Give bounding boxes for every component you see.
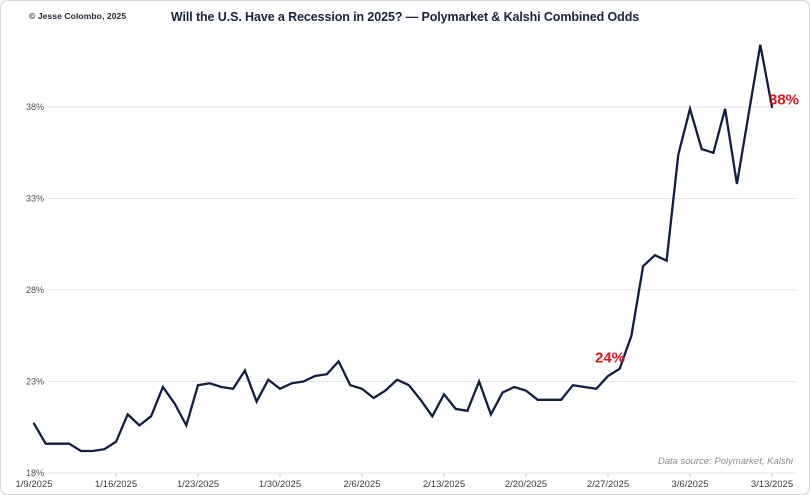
- annotation-24pct: 24%: [595, 350, 625, 367]
- odds-line: [32, 44, 774, 453]
- x-tick-label: 1/9/2025: [16, 479, 53, 490]
- y-tick-label: 38%: [26, 102, 44, 112]
- x-tick-label: 3/6/2025: [672, 479, 709, 490]
- x-tick-label: 1/16/2025: [95, 479, 137, 490]
- x-tick-label: 3/13/2025: [751, 479, 793, 490]
- copyright-label: © Jesse Colombo, 2025: [29, 11, 127, 21]
- x-tick-label: 1/23/2025: [177, 479, 219, 490]
- page-title: Will the U.S. Have a Recession in 2025? …: [170, 10, 640, 24]
- y-tick-label: 28%: [26, 285, 44, 295]
- x-tick-label: 2/20/2025: [505, 479, 547, 490]
- annotation-38pct: 38%: [769, 92, 799, 109]
- y-tick-label: 23%: [26, 377, 44, 387]
- x-tick-label: 2/27/2025: [587, 479, 629, 490]
- x-tick-label: 2/6/2025: [344, 479, 381, 490]
- y-tick-label: 18%: [26, 468, 44, 478]
- x-tick-label: 1/30/2025: [259, 479, 301, 490]
- data-source-label: Data source: Polymarket, Kalshi: [657, 456, 793, 467]
- y-tick-label: 33%: [26, 194, 44, 204]
- x-tick-label: 2/13/2025: [423, 479, 465, 490]
